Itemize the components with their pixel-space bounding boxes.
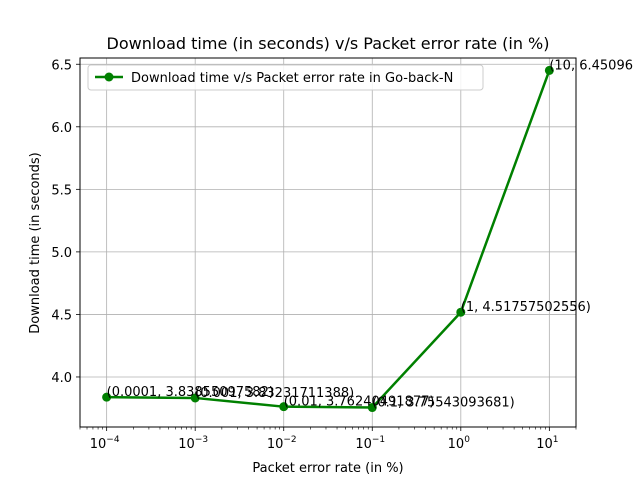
series-layer: [102, 65, 554, 413]
data-point-marker: [544, 65, 554, 75]
x-tick-label: 10−4: [90, 435, 120, 452]
grid-layer: [80, 58, 576, 427]
legend-label: Download time v/s Packet error rate in G…: [131, 71, 453, 86]
chart-title: Download time (in seconds) v/s Packet er…: [107, 34, 550, 53]
series-line: [106, 69, 551, 409]
y-tick-label: 5.0: [51, 246, 72, 261]
tick-layer: 10−4 10−3 10−2 10−1 100 101 4.0 4.5 5.0 5.5 6.0 6.5: [51, 58, 577, 452]
x-tick-label: 101: [536, 435, 558, 452]
data-point-annotation: (0.1, 3.75543093681): [372, 396, 514, 411]
y-tick-label: 6.5: [51, 58, 72, 73]
x-tick-label: 10−1: [355, 435, 385, 452]
y-tick-label: 6.0: [51, 121, 72, 136]
data-point-marker: [102, 392, 112, 402]
x-tick-label: 10−3: [178, 435, 208, 452]
data-point-annotation: (10, 6.45096: [549, 58, 633, 73]
data-point-marker: [279, 402, 289, 412]
data-point-annotation: (0.001, 3.83231711388): [195, 386, 354, 401]
x-tick-label: 10−2: [267, 435, 297, 452]
data-point-marker: [456, 307, 466, 317]
data-point-annotation: (1, 4.51757502556): [461, 300, 591, 315]
annotation-layer: (0.0001, 3.83855097582)(0.001, 3.8323171…: [107, 58, 633, 410]
data-point-annotation: (0.0001, 3.83855097582): [107, 385, 274, 400]
y-tick-label: 5.5: [51, 183, 72, 198]
x-axis-label: Packet error rate (in %): [252, 461, 403, 476]
y-axis-label: Download time (in seconds): [28, 152, 43, 334]
plot-frame: [79, 57, 577, 428]
data-point-marker: [367, 403, 377, 413]
data-point-annotation: (0.01, 3.76240491877): [284, 395, 435, 410]
data-point-marker: [190, 393, 200, 403]
legend-marker-swatch: [104, 72, 114, 82]
y-tick-label: 4.0: [51, 371, 72, 386]
x-tick-label: 100: [448, 435, 471, 452]
legend-box: [87, 64, 484, 91]
legend: Download time v/s Packet error rate in G…: [87, 64, 484, 91]
y-tick-label: 4.5: [51, 308, 72, 323]
